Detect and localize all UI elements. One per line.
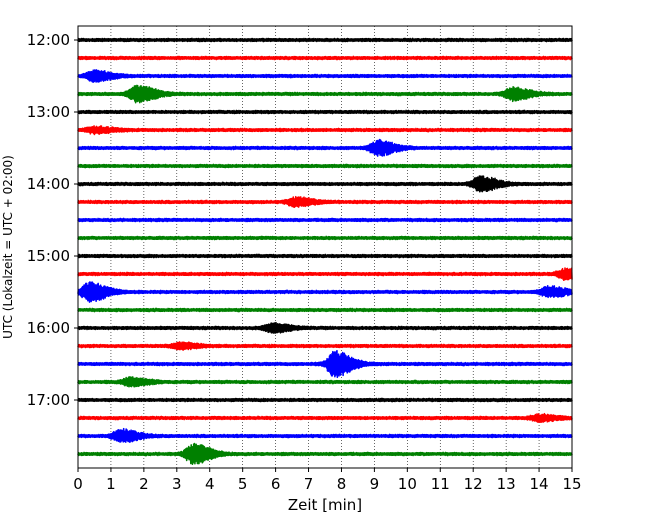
y-tick-label: 16:00 xyxy=(27,319,70,337)
y-tick-label: 14:00 xyxy=(27,175,70,193)
trace-1300 xyxy=(77,109,573,115)
x-tick-label: 12 xyxy=(464,475,483,493)
x-tick-label: 9 xyxy=(370,475,380,493)
trace-1515 xyxy=(77,267,573,281)
y-axis-label: UTC (Lokalzeit = UTC + 02:00) xyxy=(1,155,15,339)
y-tick-label: 17:00 xyxy=(27,391,70,409)
trace-1700 xyxy=(77,397,573,403)
trace-rows xyxy=(77,37,573,466)
trace-1745 xyxy=(77,442,573,466)
trace-1430 xyxy=(77,217,573,223)
trace-1715 xyxy=(77,412,573,423)
x-tick-label: 1 xyxy=(106,475,116,493)
x-tick-label: 11 xyxy=(431,475,450,493)
trace-1730 xyxy=(77,427,573,444)
trace-1200 xyxy=(77,37,573,43)
y-tick-label: 13:00 xyxy=(27,103,70,121)
trace-1330 xyxy=(77,138,573,157)
x-tick-label: 15 xyxy=(562,475,581,493)
trace-1530 xyxy=(77,281,573,303)
trace-1545 xyxy=(77,307,573,313)
x-tick-label: 4 xyxy=(205,475,215,493)
trace-1445 xyxy=(77,235,573,241)
trace-1500 xyxy=(77,253,573,259)
trace-1245 xyxy=(77,84,573,104)
trace-1215 xyxy=(77,55,573,61)
trace-1600 xyxy=(77,321,573,335)
x-tick-label: 3 xyxy=(172,475,182,493)
trace-1345 xyxy=(77,163,573,169)
x-tick-label: 8 xyxy=(337,475,347,493)
trace-1400 xyxy=(77,175,573,193)
y-tick-label: 12:00 xyxy=(27,31,70,49)
x-axis-label: Zeit [min] xyxy=(288,496,362,514)
x-axis-ticks: 0 1 2 3 4 5 6 7 8 9 10 11 12 13 14 15 xyxy=(73,468,582,493)
x-tick-label: 14 xyxy=(530,475,549,493)
trace-1230 xyxy=(77,69,573,83)
x-tick-label: 0 xyxy=(73,475,83,493)
trace-1630 xyxy=(77,349,573,379)
trace-1615 xyxy=(77,341,573,351)
x-tick-label: 7 xyxy=(304,475,314,493)
trace-1645 xyxy=(77,376,573,388)
trace-1415 xyxy=(77,195,573,209)
x-tick-label: 10 xyxy=(398,475,417,493)
plot-frame xyxy=(77,25,573,469)
y-tick-label: 15:00 xyxy=(27,247,70,265)
x-tick-label: 13 xyxy=(497,475,516,493)
trace-1315 xyxy=(77,125,573,136)
y-axis-ticks: 12:00 13:00 14:00 15:00 16:00 17:00 xyxy=(27,31,78,409)
x-tick-label: 6 xyxy=(271,475,281,493)
x-tick-label: 5 xyxy=(238,475,248,493)
x-tick-label: 2 xyxy=(139,475,149,493)
